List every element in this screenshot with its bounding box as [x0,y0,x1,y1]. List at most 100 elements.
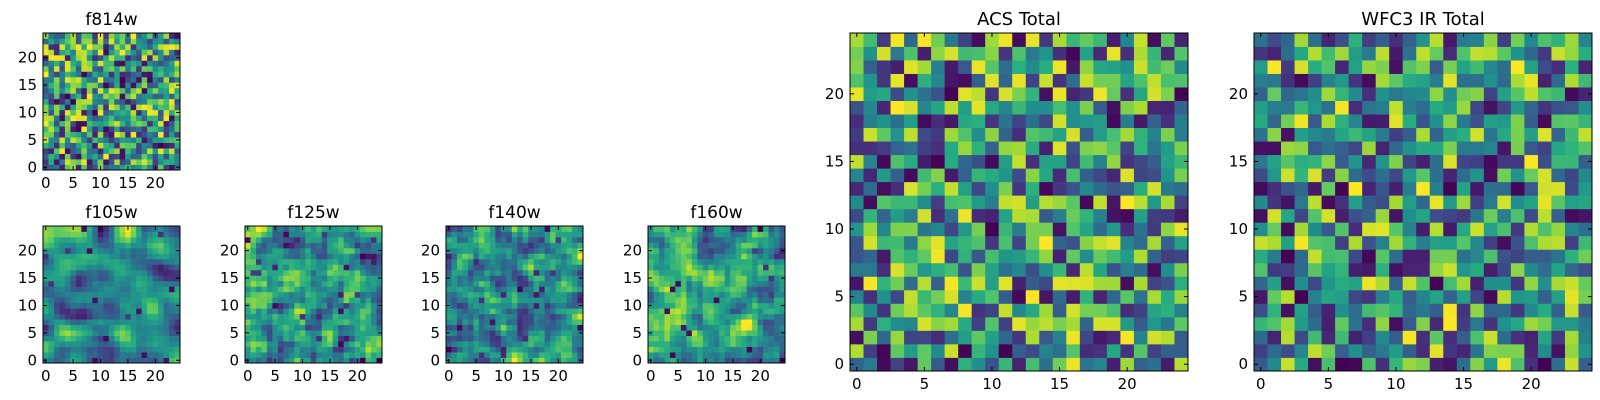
heatmap-cell [174,142,181,149]
heatmap-cell [985,222,1000,237]
heatmap-cell [746,280,753,287]
heatmap-cell [669,308,676,315]
x-tick-label: 0 [1256,375,1266,393]
heatmap-cell [774,258,780,265]
heatmap-cell [1294,208,1309,223]
heatmap-cell [1551,330,1566,345]
heatmap-cell [1402,276,1417,291]
heatmap-cell [125,253,132,260]
heatmap-cell [566,297,573,304]
heatmap-cell [1497,289,1512,304]
heatmap-cell [1133,343,1148,358]
heatmap-cell [500,275,507,282]
heatmap-cell [114,258,121,265]
heatmap-cell [130,142,137,149]
heatmap-cell [697,324,704,331]
heatmap-cell [1321,141,1336,156]
heatmap-cell [904,330,918,345]
heatmap-cell [446,341,452,347]
heatmap-cell [757,286,764,293]
heatmap-cell [746,269,753,276]
heatmap-cell [48,319,55,326]
heatmap-cell [741,253,748,260]
heatmap-cell [119,324,126,331]
heatmap-cell [97,87,104,94]
heatmap-cell [1281,222,1295,237]
heatmap-cell [675,302,682,309]
heatmap-cell [86,253,93,260]
heatmap-cell [169,313,175,320]
heatmap-cell [675,242,682,249]
heatmap-cell [103,308,110,315]
heatmap-cell [544,346,551,353]
heatmap-cell [473,330,480,336]
heatmap-cell [653,352,660,358]
heatmap-cell [719,352,726,358]
heatmap-cell [506,297,513,304]
heatmap-cell [1375,168,1390,183]
heatmap-cell [349,291,355,298]
heatmap-cell [75,60,82,67]
heatmap-cell [1025,114,1040,129]
heatmap-cell [310,335,317,342]
heatmap-cell [1335,87,1350,101]
heatmap-cell [664,313,671,320]
heatmap-cell [763,302,769,309]
heatmap-cell [1551,114,1566,129]
heatmap-cell [1066,60,1081,74]
y-tick-label: 15 [421,269,440,287]
heatmap-cell [43,93,49,100]
heatmap-cell [1537,249,1552,264]
heatmap-cell [958,87,973,101]
heatmap-cell [114,335,121,342]
heatmap-cell [43,291,49,298]
heatmap-cell [48,226,55,232]
heatmap-cell [958,222,973,237]
heatmap-cell [539,335,546,342]
heatmap-cell [64,313,71,320]
heatmap-cell [1147,357,1162,372]
heatmap-cell [1254,60,1268,74]
heatmap-cell [338,242,345,249]
heatmap-cell [130,330,137,336]
heatmap-cell [354,330,361,336]
heatmap-cell [92,236,99,243]
heatmap-cell [294,341,301,347]
heatmap-cell [1281,289,1295,304]
heatmap-cell [702,291,709,298]
heatmap-cell [1456,127,1471,142]
heatmap-cell [64,38,71,45]
heatmap-cell [294,291,301,298]
heatmap-cell [305,335,312,342]
axes-frame [42,225,181,364]
heatmap-cell [174,324,181,331]
heatmap-cell [261,253,268,260]
heatmap-cell [119,71,126,78]
heatmap-cell [92,341,99,347]
heatmap-cell [97,341,104,347]
heatmap-cell [1578,222,1593,237]
heatmap-cell [746,297,753,304]
heatmap-cell [1362,73,1377,88]
heatmap-cell [669,286,676,293]
heatmap-cell [299,330,306,336]
heatmap-cell [349,231,355,238]
heatmap-cell [147,236,153,243]
heatmap-cell [316,302,323,309]
heatmap-cell [277,330,284,336]
heatmap-cell [561,242,567,249]
heatmap-cell [1335,235,1350,250]
heatmap-cell [1429,222,1444,237]
heatmap-cell [489,258,496,265]
heatmap-cell [572,236,578,243]
heatmap-cell [103,131,110,138]
heatmap-cell [92,60,99,67]
heatmap-cell [1375,100,1390,115]
heatmap-cell [114,49,121,56]
heatmap-cell [713,247,720,254]
heatmap-cell [484,275,491,282]
heatmap-cell [354,341,361,347]
heatmap-cell [1133,357,1148,372]
heatmap-cell [917,303,932,318]
heatmap-cell [250,242,257,249]
